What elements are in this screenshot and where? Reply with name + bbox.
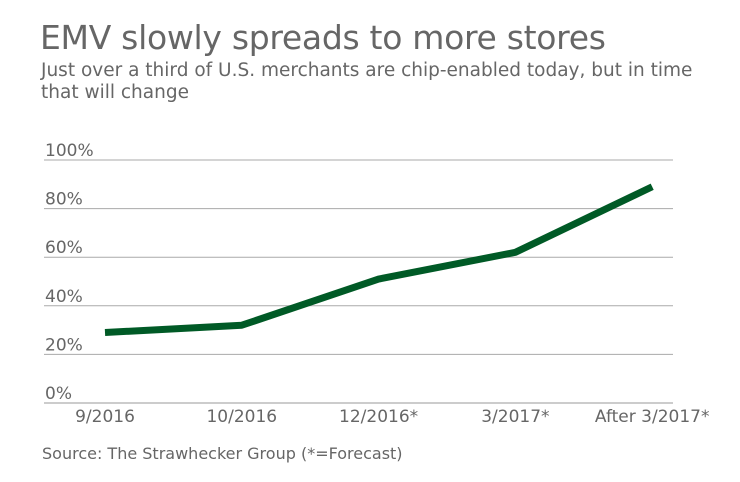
source-note: Source: The Strawhecker Group (*=Forecas… (42, 444, 403, 463)
y-tick-label: 60% (45, 238, 83, 258)
y-tick-label: 40% (45, 287, 83, 307)
y-tick-label: 100% (45, 141, 94, 161)
chart-subtitle: Just over a third of U.S. merchants are … (41, 60, 693, 103)
x-tick-label: 9/2016 (75, 407, 135, 427)
y-tick-label: 0% (45, 384, 72, 404)
chart-title: EMV slowly spreads to more stores (40, 18, 606, 57)
y-tick-label: 20% (45, 335, 83, 355)
x-tick-label: After 3/2017* (595, 407, 710, 427)
x-tick-label: 3/2017* (481, 407, 549, 427)
y-tick-label: 80% (45, 190, 83, 210)
x-tick-label: 10/2016 (206, 407, 277, 427)
x-tick-label: 12/2016* (339, 407, 418, 427)
